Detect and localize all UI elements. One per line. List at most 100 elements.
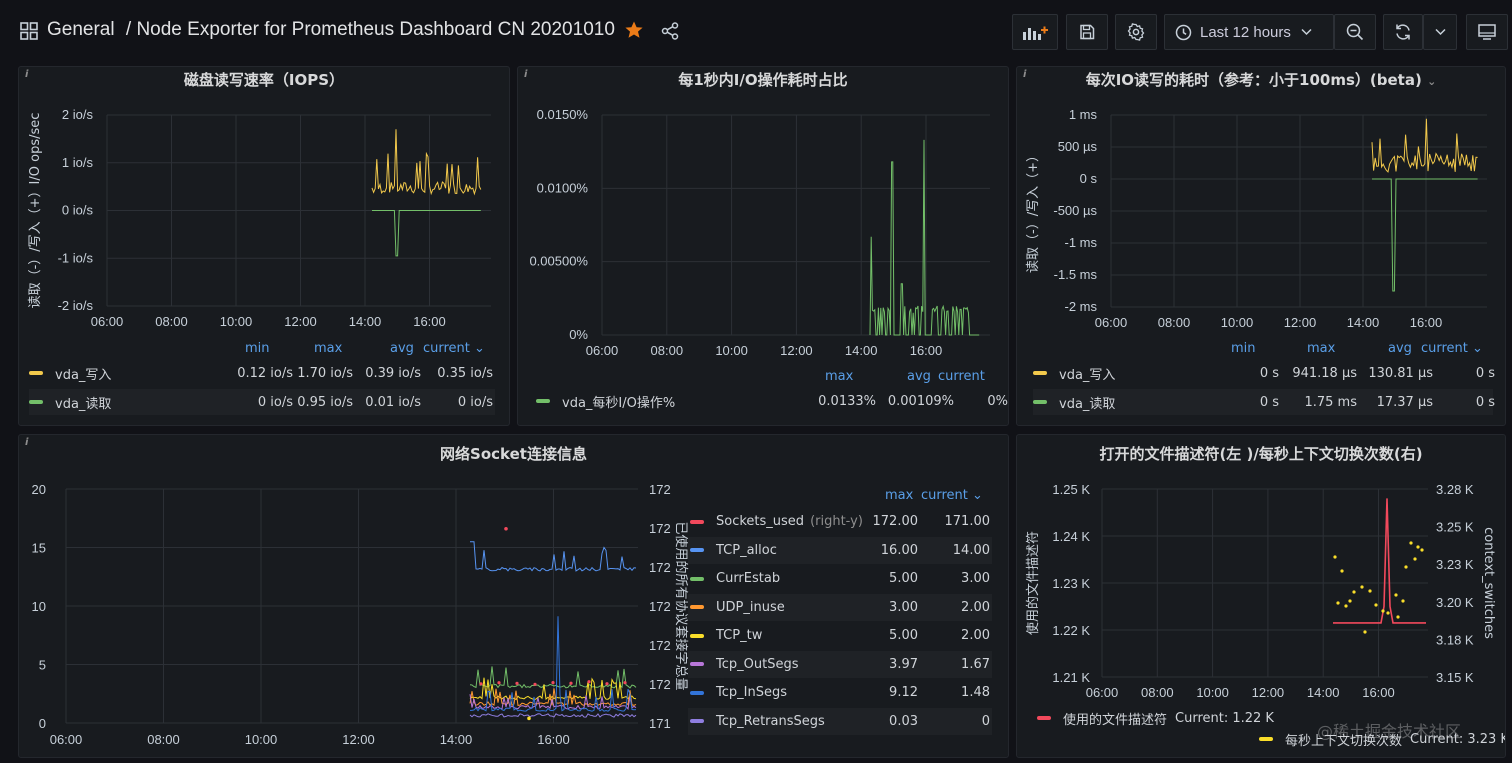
info-icon[interactable]: i bbox=[25, 437, 29, 448]
legend-header-max[interactable]: max bbox=[1307, 341, 1336, 356]
legend-header-max[interactable]: max bbox=[314, 341, 343, 356]
series-current: 1.48 bbox=[961, 685, 990, 700]
series-swatch bbox=[1033, 400, 1047, 404]
breadcrumb-folder[interactable]: General bbox=[47, 19, 115, 40]
y-right-tick-label: 172 bbox=[649, 677, 671, 692]
legend-header-max[interactable]: max bbox=[825, 369, 854, 384]
series-sockets-used-point bbox=[623, 681, 627, 685]
series-name: Tcp_OutSegs bbox=[716, 656, 799, 672]
series-name: TCP_alloc bbox=[716, 542, 777, 558]
series-context-switches-point bbox=[1420, 548, 1424, 552]
zoom-out-button[interactable] bbox=[1334, 14, 1376, 50]
fd-graph[interactable]: 1.25 K 1.24 K 1.23 K 1.22 K 1.21 K 3.28 K 3.25… bbox=[1017, 435, 1506, 758]
series-sockets-used-point bbox=[605, 682, 609, 686]
series-current: 0% bbox=[987, 393, 1008, 409]
legend-row[interactable]: CurrEstab 5.00 3.00 bbox=[688, 565, 992, 592]
legend-header-current[interactable]: current ⌄ bbox=[423, 341, 485, 356]
series-context-switches-point bbox=[1344, 604, 1348, 608]
time-range-picker[interactable]: Last 12 hours bbox=[1164, 14, 1334, 50]
y-tick-label: -1 ms bbox=[1065, 235, 1098, 250]
legend-header-min[interactable]: min bbox=[245, 341, 270, 356]
series-context-switches-point bbox=[1396, 615, 1400, 619]
legend-row[interactable]: 使用的文件描述符 Current: 1.22 K bbox=[1037, 706, 1274, 730]
series-avg: 130.81 µs bbox=[1368, 365, 1433, 381]
y-right-tick-label: 3.23 K bbox=[1436, 557, 1474, 572]
settings-button[interactable] bbox=[1115, 14, 1157, 50]
series-avg: 0.39 io/s bbox=[365, 365, 421, 381]
legend-row[interactable]: Sockets_used (right-y) 172.00 171.00 bbox=[688, 508, 992, 535]
legend-row[interactable]: vda_每秒I/O操作% 0.0133% 0.00109% 0% bbox=[536, 388, 1008, 414]
series-context-switches-point bbox=[1409, 541, 1413, 545]
legend-row[interactable]: 每秒上下文切换次数 Current: 3.23 K bbox=[1259, 727, 1505, 751]
io-latency-graph[interactable]: 1 ms 500 µs 0 s -500 µs -1 ms -1.5 ms -2 ms06:… bbox=[1017, 67, 1506, 426]
add-panel-button[interactable] bbox=[1012, 14, 1058, 50]
x-tick-label: 06:00 bbox=[91, 314, 124, 329]
io-time-graph[interactable]: 0.0150%0.0100%0.00500%0%06:00 08:00 10:00 1… bbox=[518, 67, 1009, 426]
star-icon[interactable] bbox=[624, 20, 644, 40]
panel-title[interactable]: 每1秒内I/O操作耗时占比 bbox=[678, 71, 848, 89]
legend-header-current[interactable]: current bbox=[938, 369, 985, 384]
share-icon[interactable] bbox=[661, 22, 679, 40]
legend-row[interactable]: vda_写入 0.12 io/s 1.70 io/s 0.39 io/s 0.3… bbox=[29, 360, 495, 386]
panel-title[interactable]: 打开的文件描述符(左 )/每秒上下文切换次数(右) bbox=[1099, 445, 1423, 463]
iops-graph[interactable]: 2 io/s 1 io/s 0 io/s -1 io/s -2 io/s06:00 08:… bbox=[19, 67, 510, 426]
series-current: 14.00 bbox=[952, 542, 990, 558]
legend-row[interactable]: TCP_tw 5.00 2.00 bbox=[688, 622, 992, 649]
panel-title-text: 每次IO读写的耗时（参考：小于100ms）(beta) bbox=[1085, 71, 1422, 89]
series-Tcp_OutSegs-line bbox=[469, 694, 637, 711]
legend-row[interactable]: TCP_alloc 16.00 14.00 bbox=[688, 536, 992, 564]
panel-title[interactable]: 网络Socket连接信息 bbox=[440, 445, 587, 463]
panel-io-latency[interactable]: i 每次IO读写的耗时（参考：小于100ms）(beta) ⌄ 1 ms 500 … bbox=[1016, 66, 1506, 426]
legend-row[interactable]: vda_写入 0 s 941.18 µs 130.81 µs 0 s bbox=[1033, 360, 1495, 386]
y-tick-label: 0 s bbox=[1080, 171, 1098, 186]
panel-title[interactable]: 磁盘读写速率（IOPS） bbox=[183, 71, 345, 89]
socket-graph[interactable]: 20 15 10 5 0 172 172 172 172 172 172 171 06:00 08:00 1… bbox=[19, 435, 1009, 758]
legend-row[interactable]: Tcp_RetransSegs 0.03 0 bbox=[688, 707, 992, 735]
refresh-button[interactable] bbox=[1383, 14, 1423, 50]
series-context-switches-point bbox=[1368, 589, 1372, 593]
series-max: 172.00 bbox=[872, 514, 919, 529]
info-icon[interactable]: i bbox=[1023, 69, 1027, 80]
legend-header-max[interactable]: max bbox=[885, 488, 914, 503]
series-sockets-used-point bbox=[497, 681, 501, 685]
panel-title[interactable]: 每次IO读写的耗时（参考：小于100ms）(beta) ⌄ bbox=[1085, 71, 1437, 89]
y-right-tick-label: 3.28 K bbox=[1436, 482, 1474, 497]
legend-header-avg[interactable]: avg bbox=[1388, 341, 1412, 356]
legend-header-avg[interactable]: avg bbox=[907, 369, 931, 384]
info-icon[interactable]: i bbox=[25, 69, 29, 80]
series-context-switches-point bbox=[1404, 565, 1408, 569]
tv-mode-button[interactable] bbox=[1466, 14, 1508, 50]
panel-disk-iops[interactable]: i 磁盘读写速率（IOPS） 2 io/s 1 io/s 0 io/s -1 io/s… bbox=[18, 66, 510, 426]
series-swatch bbox=[29, 400, 43, 404]
x-tick-label: 16:00 bbox=[413, 314, 446, 329]
info-icon[interactable]: i bbox=[524, 69, 528, 80]
zoom-out-icon bbox=[1346, 23, 1364, 41]
legend-header-current[interactable]: current ⌄ bbox=[1421, 341, 1483, 356]
panel-io-time[interactable]: i 每1秒内I/O操作耗时占比 0.0150% 0.0100% 0.00500% 0%… bbox=[517, 66, 1009, 426]
series-swatch bbox=[690, 662, 704, 666]
series-context-switches-point bbox=[1394, 593, 1398, 597]
legend-row[interactable]: Tcp_InSegs 9.12 1.48 bbox=[688, 679, 992, 706]
legend-row[interactable]: UDP_inuse 3.00 2.00 bbox=[688, 593, 992, 621]
monitor-icon bbox=[1478, 24, 1496, 40]
legend-row[interactable]: vda_读取 0 io/s 0.95 io/s 0.01 io/s 0 io/s bbox=[29, 389, 495, 415]
panel-network-socket[interactable]: i 网络Socket连接信息 20 15 10 5 0 172 172 172 172 172 17… bbox=[18, 434, 1009, 758]
save-dashboard-button[interactable] bbox=[1066, 14, 1108, 50]
x-tick-label: 10:00 bbox=[1196, 685, 1229, 700]
dashboard-title[interactable]: / Node Exporter for Prometheus Dashboard… bbox=[125, 19, 615, 40]
series-swatch bbox=[690, 719, 704, 723]
refresh-interval-dropdown[interactable] bbox=[1423, 14, 1457, 50]
legend-row[interactable]: vda_读取 0 s 1.75 ms 17.37 µs 0 s bbox=[1033, 389, 1495, 415]
y-tick-label: 0% bbox=[569, 327, 588, 342]
legend-header-min[interactable]: min bbox=[1231, 341, 1256, 356]
legend-header-avg[interactable]: avg bbox=[390, 341, 414, 356]
legend-row[interactable]: Tcp_OutSegs 3.97 1.67 bbox=[688, 650, 992, 678]
series-current: Current: 1.22 K bbox=[1175, 710, 1274, 726]
series-name: vda_读取 bbox=[1059, 396, 1116, 412]
series-current: 0 s bbox=[1475, 394, 1495, 410]
panel-file-descriptors[interactable]: 打开的文件描述符(左 )/每秒上下文切换次数(右) 1.25 K 1.24 K 1.… bbox=[1016, 434, 1506, 758]
series-context-switches-point bbox=[1374, 603, 1378, 607]
x-tick-label: 16:00 bbox=[1362, 685, 1395, 700]
dashboards-grid-icon[interactable] bbox=[20, 22, 38, 40]
legend-header-current[interactable]: current ⌄ bbox=[921, 488, 983, 503]
